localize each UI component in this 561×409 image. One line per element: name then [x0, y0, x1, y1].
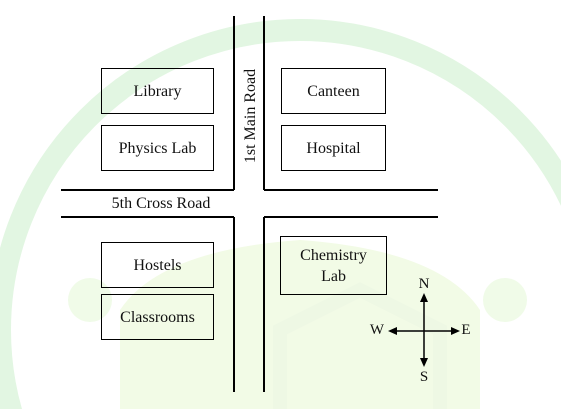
watermark-ring — [0, 19, 561, 409]
watermark-house — [273, 282, 447, 409]
hospital-building: Hospital — [281, 125, 386, 171]
hostels-label: Hostels — [133, 256, 182, 274]
watermark-logo — [0, 19, 561, 409]
compass-east-arrow-icon — [451, 327, 460, 335]
chemistry-lab-label-line2: Lab — [321, 267, 346, 285]
compass-north-arrow-icon — [420, 293, 428, 302]
hospital-label: Hospital — [306, 139, 361, 157]
cross-road-label: 5th Cross Road — [111, 195, 211, 212]
compass-east-label: E — [461, 322, 471, 338]
compass-west-label: W — [369, 322, 385, 338]
physics-lab-building: Physics Lab — [101, 125, 214, 171]
library-building: Library — [101, 68, 214, 114]
compass-south-label: S — [419, 369, 429, 385]
hostels-building: Hostels — [101, 242, 214, 288]
compass-rose — [388, 293, 460, 367]
main-road-label: 1st Main Road — [242, 68, 259, 164]
physics-lab-label: Physics Lab — [118, 139, 197, 157]
compass-west-arrow-icon — [388, 327, 397, 335]
compass-south-arrow-icon — [420, 358, 428, 367]
library-label: Library — [133, 82, 182, 100]
chemistry-lab-building: Chemistry Lab — [280, 236, 387, 295]
canteen-building: Canteen — [281, 68, 386, 114]
watermark-dot-right — [483, 278, 527, 322]
classrooms-building: Classrooms — [101, 294, 214, 340]
canteen-label: Canteen — [307, 82, 360, 100]
classrooms-label: Classrooms — [120, 308, 195, 326]
compass-north-label: N — [418, 276, 430, 292]
chemistry-lab-label-line1: Chemistry — [300, 246, 367, 264]
